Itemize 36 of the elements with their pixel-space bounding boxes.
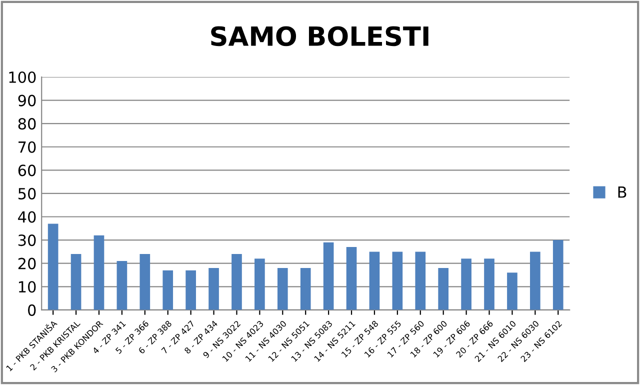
bar bbox=[369, 252, 380, 310]
bar bbox=[70, 254, 82, 310]
y-tick-label: 60 bbox=[18, 164, 36, 176]
y-tick-label: 80 bbox=[18, 118, 36, 130]
bar bbox=[94, 235, 104, 310]
bar bbox=[232, 254, 242, 310]
bar bbox=[530, 252, 540, 310]
bar bbox=[254, 258, 265, 310]
y-tick-label: 100 bbox=[9, 71, 36, 84]
bar bbox=[484, 258, 494, 310]
bar bbox=[186, 270, 196, 310]
legend-label: B bbox=[618, 186, 626, 198]
bar bbox=[392, 252, 403, 310]
bar bbox=[277, 268, 288, 310]
bar bbox=[300, 268, 311, 310]
bar bbox=[116, 261, 128, 310]
y-tick-label: 20 bbox=[18, 258, 36, 270]
bar bbox=[415, 252, 426, 310]
y-tick-label: 50 bbox=[18, 188, 36, 200]
y-tick-label: 70 bbox=[18, 141, 36, 153]
bar bbox=[507, 272, 518, 310]
y-tick-label: 30 bbox=[18, 234, 36, 246]
y-tick-label: 0 bbox=[28, 304, 36, 316]
y-tick-label: 90 bbox=[18, 94, 36, 106]
bar bbox=[323, 242, 334, 310]
y-tick-label: 40 bbox=[18, 211, 36, 223]
bar bbox=[552, 240, 564, 310]
bar bbox=[162, 270, 174, 310]
chart-title: SAMO BOLESTI bbox=[211, 26, 428, 46]
bar bbox=[208, 268, 219, 310]
y-tick-label: 10 bbox=[18, 281, 36, 293]
bar bbox=[438, 268, 449, 310]
bar bbox=[346, 247, 357, 310]
bar bbox=[461, 258, 472, 310]
bar bbox=[48, 224, 58, 310]
bar bbox=[140, 254, 150, 310]
